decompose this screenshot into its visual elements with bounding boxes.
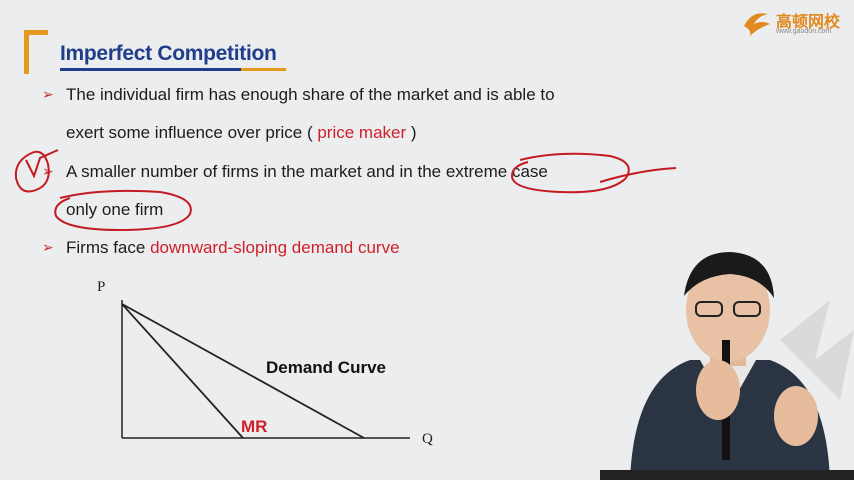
glasses-icon [695,301,723,317]
presenter-video [600,252,854,480]
mr-label: MR [241,417,267,436]
bullet-1-close: ) [406,123,417,142]
mr-curve-line [121,303,244,439]
logo-text: 高顿网校 [776,14,841,31]
bullet-arrow-icon: ➢ [42,86,54,102]
background-decoration [780,300,854,400]
bullet-3: Firms face downward-sloping demand curve [66,238,400,258]
demand-curve-line [121,303,365,439]
x-axis-label: Q [422,431,433,447]
bullet-arrow-icon: ➢ [42,239,54,255]
logo-url: www.gaodun.com [776,28,832,35]
demand-curve-label: Demand Curve [266,358,386,377]
podium [600,470,854,480]
y-axis-label: P [97,279,105,295]
logo-icon [744,13,770,36]
page-title: Imperfect Competition [60,42,277,65]
presenter-hand [696,360,740,420]
bullet-3-text: Firms face [66,238,151,257]
bullet-1-line-2: exert some influence over price ( price … [66,123,417,143]
glasses-icon [733,301,761,317]
presenter-hand [774,386,818,446]
price-maker-highlight: price maker [317,123,407,142]
title-bracket [24,30,48,74]
title-underline [60,68,286,71]
presenter-face [686,258,770,362]
demand-curve-highlight: downward-sloping demand curve [150,238,400,257]
presenter-hair [684,252,774,298]
bullet-1-line-1: The individual firm has enough share of … [66,85,555,104]
gaodun-logo: 高顿网校 www.gaodun.com [740,6,850,40]
bullet-1-text: exert some influence over price ( [66,123,318,142]
bullet-2-line-1: A smaller number of firms in the market … [66,162,548,181]
